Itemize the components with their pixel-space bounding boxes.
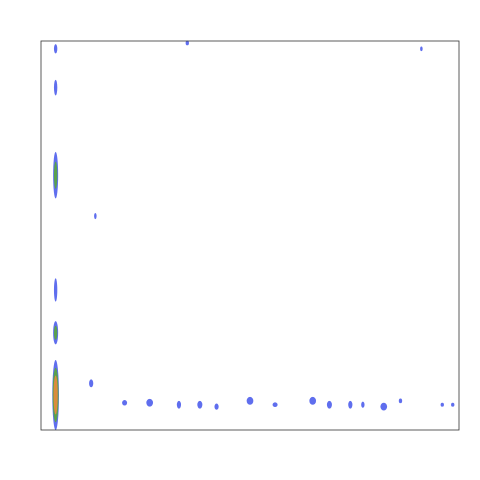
heatmap-blob-low bbox=[185, 40, 189, 46]
heatmap-blob-low bbox=[246, 396, 254, 405]
heatmap-blob-high bbox=[53, 375, 58, 415]
heatmap-marks bbox=[52, 40, 455, 430]
heatmap-blob-low bbox=[53, 44, 58, 54]
heatmap-blob-low bbox=[398, 398, 403, 404]
heatmap-blob-low bbox=[89, 379, 94, 388]
heatmap-blob-low bbox=[440, 402, 444, 407]
heatmap-blob-low bbox=[380, 402, 388, 411]
heatmap-blob-low bbox=[146, 398, 154, 407]
heatmap-blob-low bbox=[94, 212, 97, 220]
heatmap-blob-mid bbox=[53, 325, 58, 340]
heatmap-blob-low bbox=[361, 401, 365, 408]
heatmap-blob-low bbox=[451, 402, 455, 407]
heatmap-blob-low bbox=[309, 396, 317, 405]
heatmap-blob-low bbox=[214, 403, 219, 410]
plot-background bbox=[41, 41, 459, 430]
heatmap-blob-low bbox=[272, 402, 278, 408]
heatmap-blob-mid bbox=[53, 161, 58, 189]
heatmap-blob-low bbox=[122, 400, 128, 406]
heatmap-blob-low bbox=[420, 46, 423, 52]
heatmap-blob-low bbox=[176, 400, 182, 409]
heatmap-blob-low bbox=[197, 400, 203, 409]
heatmap-blob-low bbox=[53, 79, 58, 96]
heatmap-blob-low bbox=[326, 400, 332, 409]
plot-frame bbox=[40, 40, 460, 431]
heatmap-blob-low bbox=[53, 278, 58, 302]
heatmap-blob-low bbox=[348, 400, 353, 409]
